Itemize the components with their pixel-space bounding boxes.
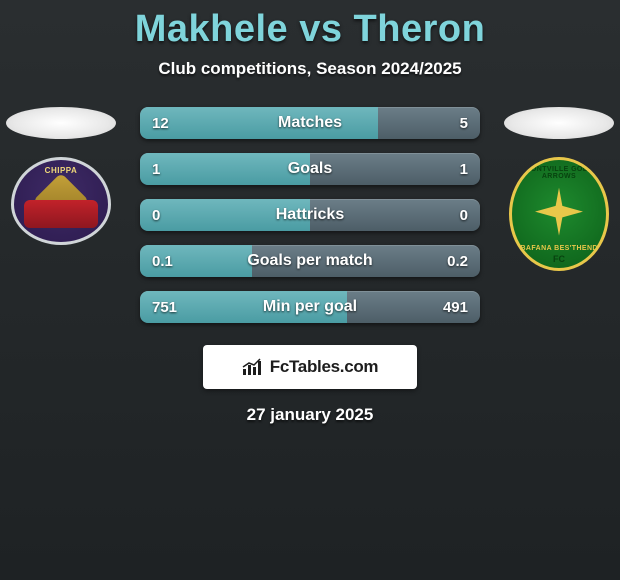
stats-bars: 12 Matches 5 1 Goals 1 0 Hattricks 0 0.1… [140, 107, 480, 323]
stat-label: Goals [140, 160, 480, 178]
player-left-headshot [6, 107, 116, 139]
crest-left-text: CHIPPA [14, 166, 108, 175]
stat-label: Matches [140, 114, 480, 132]
stat-row-hattricks: 0 Hattricks 0 [140, 199, 480, 231]
page-subtitle: Club competitions, Season 2024/2025 [158, 59, 461, 79]
golden-arrows-crest-badge: LAMONTVILLE GOLDEN ARROWS ABAFANA BES'TH… [509, 157, 609, 271]
crest-right-fc: FC [512, 254, 606, 264]
stat-label: Hattricks [140, 206, 480, 224]
page-title: Makhele vs Theron [135, 8, 486, 51]
stat-row-goals: 1 Goals 1 [140, 153, 480, 185]
player-right-headshot [504, 107, 614, 139]
chippa-crest-badge: CHIPPA [11, 157, 111, 245]
player-right-crest: LAMONTVILLE GOLDEN ARROWS ABAFANA BES'TH… [509, 157, 609, 247]
right-player-col: LAMONTVILLE GOLDEN ARROWS ABAFANA BES'TH… [504, 107, 614, 247]
comparison-card: Makhele vs Theron Club competitions, Sea… [0, 0, 620, 425]
crest-right-mid: ABAFANA BES'THENDE [512, 245, 606, 252]
footer-date: 27 january 2025 [247, 405, 374, 425]
stat-row-goals-per-match: 0.1 Goals per match 0.2 [140, 245, 480, 277]
stat-right-value: 1 [460, 161, 468, 178]
stat-label: Goals per match [140, 252, 480, 270]
player-left-crest: CHIPPA [11, 157, 111, 247]
stat-label: Min per goal [140, 298, 480, 316]
stat-right-value: 0 [460, 207, 468, 224]
stat-row-min-per-goal: 751 Min per goal 491 [140, 291, 480, 323]
main-row: CHIPPA 12 Matches 5 1 Goals 1 0 Hattrick… [0, 107, 620, 323]
stat-right-value: 0.2 [447, 253, 468, 270]
bars-chart-icon [242, 357, 266, 377]
watermark-text: FcTables.com [270, 357, 379, 377]
stat-row-matches: 12 Matches 5 [140, 107, 480, 139]
left-player-col: CHIPPA [6, 107, 116, 247]
watermark: FcTables.com [203, 345, 417, 389]
stat-right-value: 5 [460, 115, 468, 132]
stat-right-value: 491 [443, 299, 468, 316]
crest-right-top: LAMONTVILLE GOLDEN ARROWS [512, 166, 606, 180]
